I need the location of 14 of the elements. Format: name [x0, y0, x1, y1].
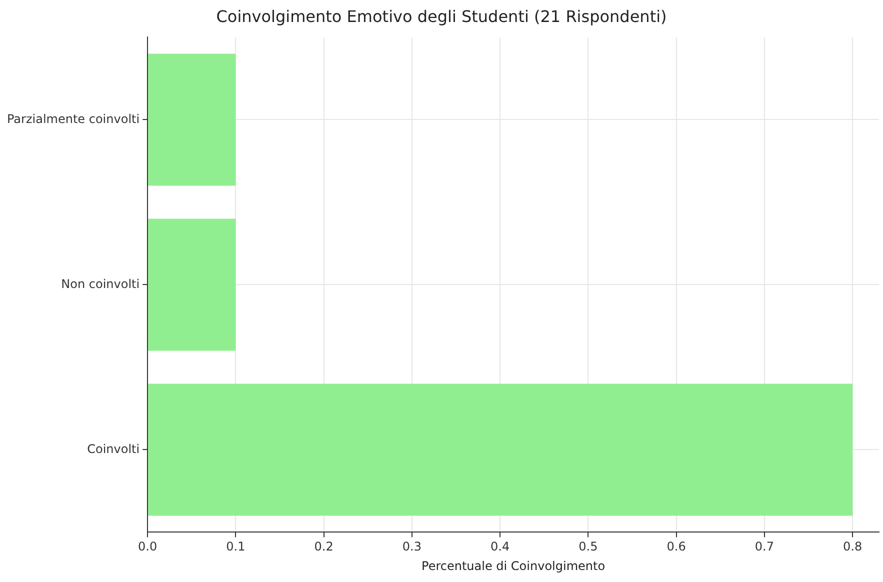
- x-tick-label: 0.3: [402, 540, 422, 554]
- x-tick-label: 0.6: [666, 540, 686, 554]
- chart-title: Coinvolgimento Emotivo degli Studenti (21 Rispondenti): [216, 6, 667, 26]
- x-tick-label: 0.4: [490, 540, 510, 554]
- x-tick-label: 0.0: [138, 540, 158, 554]
- y-tick-label: Coinvolti: [87, 442, 140, 456]
- x-tick-label: 0.8: [843, 540, 862, 554]
- x-axis-title: Percentuale di Coinvolgimento: [422, 558, 606, 573]
- x-tick-label: 0.5: [578, 540, 598, 554]
- x-tick-label: 0.7: [754, 540, 774, 554]
- y-tick-label: Parzialmente coinvolti: [6, 112, 140, 126]
- y-tick-label: Non coinvolti: [61, 276, 140, 291]
- x-tick-label: 0.2: [314, 540, 334, 554]
- x-tick-label: 0.1: [226, 540, 246, 554]
